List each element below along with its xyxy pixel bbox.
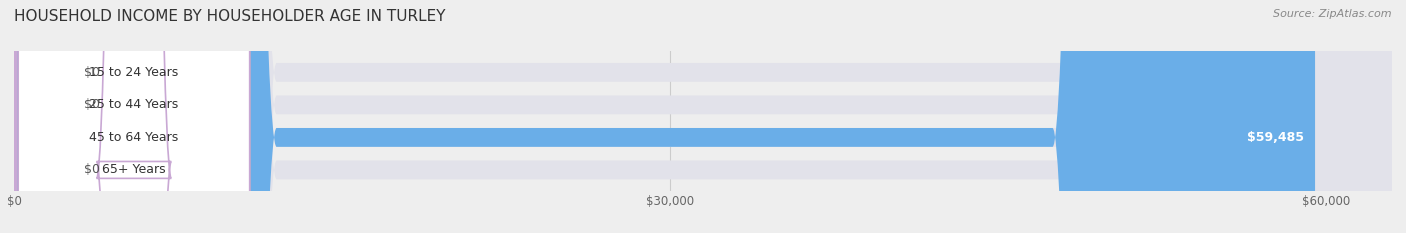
Text: Source: ZipAtlas.com: Source: ZipAtlas.com [1274, 9, 1392, 19]
FancyBboxPatch shape [0, 0, 101, 233]
Text: 15 to 24 Years: 15 to 24 Years [90, 66, 179, 79]
FancyBboxPatch shape [14, 0, 1392, 233]
FancyBboxPatch shape [18, 0, 250, 233]
FancyBboxPatch shape [14, 0, 1392, 233]
FancyBboxPatch shape [18, 0, 250, 233]
Text: 25 to 44 Years: 25 to 44 Years [90, 98, 179, 111]
Text: HOUSEHOLD INCOME BY HOUSEHOLDER AGE IN TURLEY: HOUSEHOLD INCOME BY HOUSEHOLDER AGE IN T… [14, 9, 446, 24]
FancyBboxPatch shape [18, 0, 250, 233]
FancyBboxPatch shape [0, 0, 101, 233]
FancyBboxPatch shape [18, 0, 250, 233]
FancyBboxPatch shape [14, 0, 1392, 233]
Text: $0: $0 [84, 98, 100, 111]
FancyBboxPatch shape [14, 0, 1392, 233]
FancyBboxPatch shape [0, 0, 101, 233]
Text: $0: $0 [84, 66, 100, 79]
Text: 45 to 64 Years: 45 to 64 Years [90, 131, 179, 144]
Text: $59,485: $59,485 [1247, 131, 1303, 144]
Text: $0: $0 [84, 163, 100, 176]
Text: 65+ Years: 65+ Years [103, 163, 166, 176]
FancyBboxPatch shape [14, 0, 1315, 233]
